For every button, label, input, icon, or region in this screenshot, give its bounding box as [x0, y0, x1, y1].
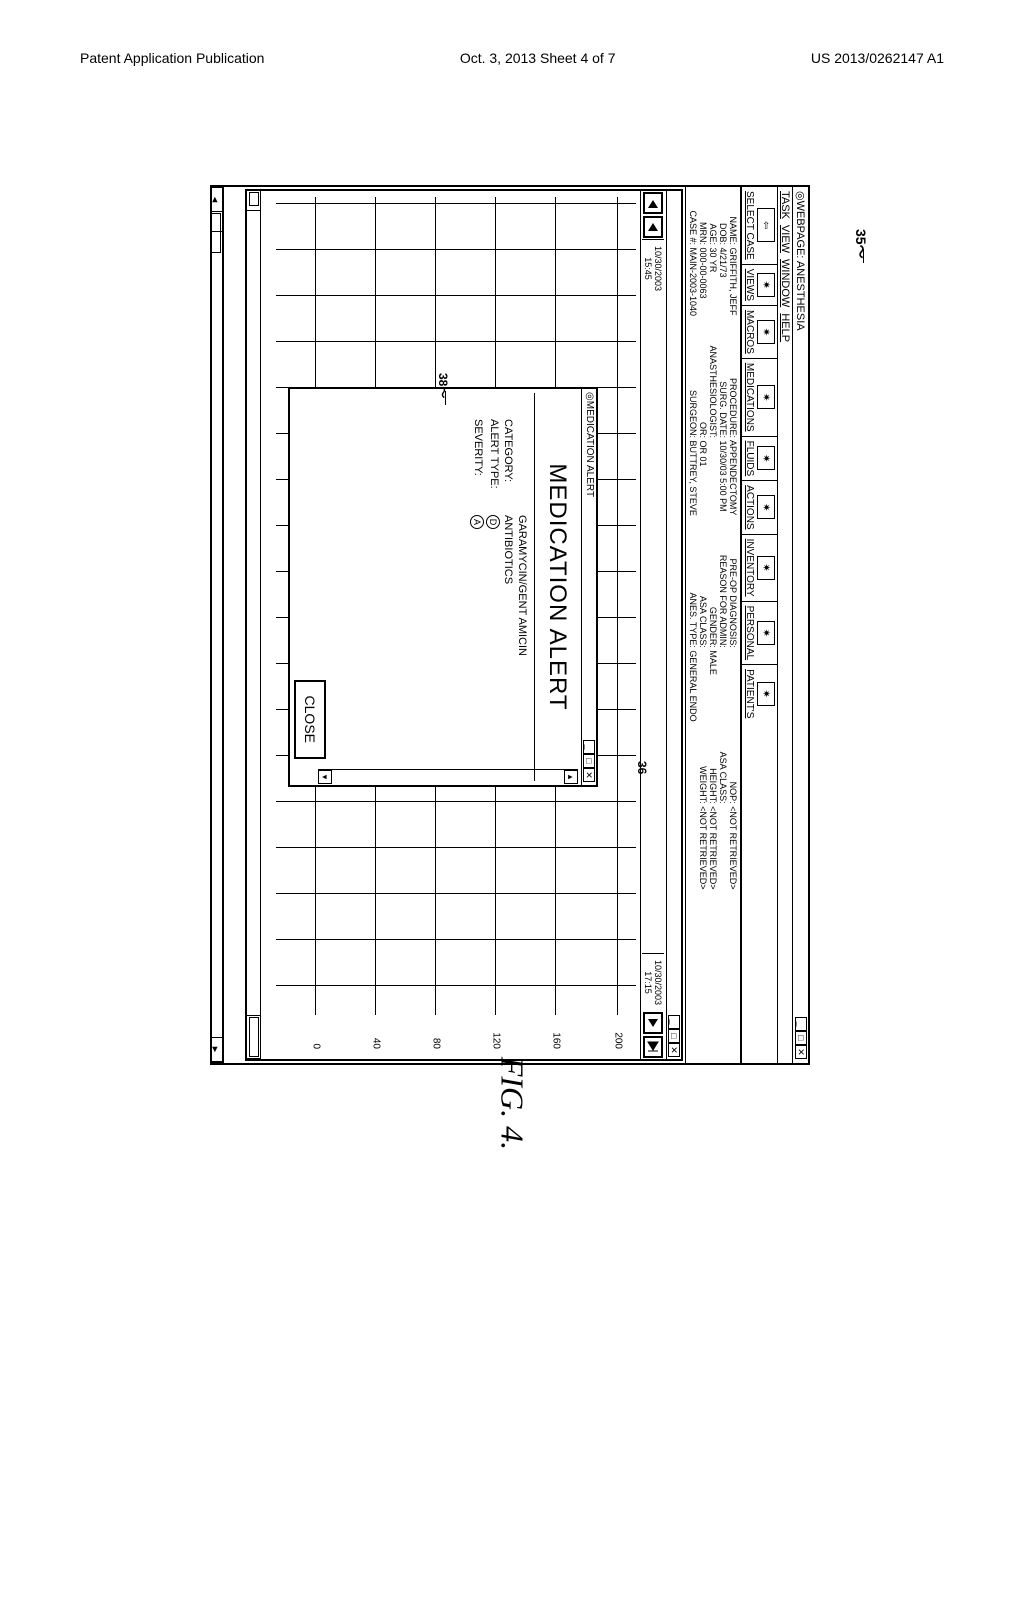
- timeline-prev-btn[interactable]: [644, 216, 664, 238]
- toolbar-actions[interactable]: ✷ACTIONS: [742, 481, 777, 534]
- medication-alert-window: ◎MEDICATION ALERT _ □ ✕ MEDICATION ALERT…: [288, 387, 598, 787]
- star-icon: ✷: [757, 556, 775, 580]
- star-icon: ✷: [757, 385, 775, 409]
- toolbar-label: MACROS: [744, 310, 755, 354]
- patient-col3: PRE-OP DIAGNOSIS: REASON FOR ADMIN: GEND…: [688, 528, 738, 734]
- patient-info: NAME: GRIFFITH, JEFFDOB: 4/21/73AGE: 30 …: [685, 187, 740, 1063]
- menu-view[interactable]: VIEW: [779, 225, 791, 253]
- chart-statusbar: [247, 191, 261, 1059]
- toolbar-label: PATIENT'S: [744, 669, 755, 718]
- toolbar-select-case[interactable]: ⇦SELECT CASE: [742, 187, 777, 265]
- y-tick: 200: [613, 1032, 624, 1049]
- outer-titlebar: ◎WEBPAGE: ANESTHESIA _ □ ✕: [792, 187, 808, 1063]
- outer-statusbar: ◂ ▸: [210, 187, 224, 1063]
- timeline-last-btn[interactable]: [644, 1036, 664, 1058]
- alert-row: SEVERITY:A: [470, 419, 484, 777]
- alert-heading: MEDICATION ALERT: [535, 389, 581, 785]
- toolbar-patient-s[interactable]: ✷PATIENT'S: [742, 665, 777, 722]
- star-icon: ✷: [757, 621, 775, 645]
- timeline-first-btn[interactable]: [644, 192, 664, 214]
- menubar: TASK VIEW WINDOW HELP: [777, 187, 792, 1063]
- close-btn[interactable]: ✕: [795, 1045, 807, 1059]
- star-icon: ✷: [757, 446, 775, 470]
- scroll-down-icon[interactable]: ▾: [318, 770, 332, 784]
- toolbar-label: ACTIONS: [744, 485, 755, 529]
- header-center: Oct. 3, 2013 Sheet 4 of 7: [460, 50, 616, 66]
- toolbar-inventory[interactable]: ✷INVENTORY: [742, 535, 777, 602]
- toolbar-views[interactable]: ✷VIEWS: [742, 265, 777, 306]
- timeline-bar: 10/30/2003 15:45 36 10/30/2003 17:15: [640, 191, 666, 1059]
- alert-title-text: MEDICATION ALERT: [584, 401, 595, 497]
- toolbar-label: SELECT CASE: [744, 191, 755, 260]
- toolbar: ⇦SELECT CASE✷VIEWS✷MACROS✷MEDICATIONS✷FL…: [740, 187, 777, 1063]
- toolbar-macros[interactable]: ✷MACROS: [742, 306, 777, 359]
- alert-scrollbar[interactable]: ▴ ▾: [318, 769, 578, 785]
- star-icon: ✷: [757, 273, 775, 297]
- alert-close-button[interactable]: CLOSE: [294, 680, 326, 759]
- time-end: 10/30/2003 17:15: [643, 953, 665, 1011]
- alert-close-x-btn[interactable]: ✕: [583, 768, 595, 782]
- star-icon: ✷: [757, 682, 775, 706]
- callout-35: 35～: [851, 229, 871, 259]
- timeline-next-btn[interactable]: [644, 1012, 664, 1034]
- star-icon: ✷: [757, 495, 775, 519]
- chart-min-btn[interactable]: _: [668, 1015, 680, 1029]
- toolbar-medications[interactable]: ✷MEDICATIONS: [742, 359, 777, 437]
- y-tick: 160: [551, 1032, 562, 1049]
- minimize-btn[interactable]: _: [795, 1017, 807, 1031]
- alert-type-icon: A: [470, 515, 484, 529]
- page-header: Patent Application Publication Oct. 3, 2…: [0, 50, 1024, 66]
- patient-col1: NAME: GRIFFITH, JEFFDOB: 4/21/73AGE: 30 …: [688, 191, 738, 328]
- menu-window[interactable]: WINDOW: [779, 259, 791, 307]
- chart-window: _ □ ✕ 10/30/2003 15:45 36: [245, 189, 683, 1061]
- time-start: 10/30/2003 15:45: [643, 239, 665, 297]
- header-left: Patent Application Publication: [80, 50, 264, 66]
- window-controls: _ □ ✕: [794, 1017, 807, 1059]
- header-right: US 2013/0262147 A1: [811, 50, 944, 66]
- chart-area: 20016012080400 ◎MEDICATION ALERT _ □ ✕ M…: [246, 197, 636, 1053]
- alert-min-btn[interactable]: _: [583, 740, 595, 754]
- y-tick: 80: [431, 1038, 442, 1049]
- y-tick: 0: [311, 1043, 322, 1049]
- toolbar-fluids[interactable]: ✷FLUIDS: [742, 437, 777, 482]
- alert-titlebar: ◎MEDICATION ALERT _ □ ✕: [581, 389, 596, 785]
- toolbar-label: PERSONAL: [744, 606, 755, 660]
- toolbar-personal[interactable]: ✷PERSONAL: [742, 602, 777, 665]
- toolbar-label: MEDICATIONS: [744, 363, 755, 432]
- toolbar-label: VIEWS: [744, 269, 755, 301]
- alert-type-icon: D: [486, 515, 500, 529]
- patient-col4: NOP: <NOT RETRIEVED>ASA CLASS: HEIGHT: <…: [688, 734, 738, 902]
- window-title: ◎WEBPAGE: ANESTHESIA: [794, 191, 807, 331]
- y-tick: 40: [371, 1038, 382, 1049]
- chart-titlebar: _ □ ✕: [666, 191, 681, 1059]
- menu-help[interactable]: HELP: [779, 313, 791, 342]
- arrow-icon: ⇦: [757, 208, 775, 242]
- callout-36: 36: [635, 761, 649, 774]
- figure-caption: FIG. 4.: [494, 592, 531, 1616]
- toolbar-label: FLUIDS: [744, 441, 755, 477]
- callout-38: 38～: [435, 373, 452, 398]
- chart-max-btn[interactable]: □: [668, 1029, 680, 1043]
- star-icon: ✷: [757, 320, 775, 344]
- maximize-btn[interactable]: □: [795, 1031, 807, 1045]
- patient-col2: PROCEDURE: APPENDECTOMYSURG. DATE: 10/30…: [688, 328, 738, 528]
- alert-max-btn[interactable]: □: [583, 754, 595, 768]
- chart-close-btn[interactable]: ✕: [668, 1043, 680, 1057]
- scroll-up-icon[interactable]: ▴: [564, 770, 578, 784]
- toolbar-label: INVENTORY: [744, 539, 755, 597]
- menu-task[interactable]: TASK: [779, 191, 791, 219]
